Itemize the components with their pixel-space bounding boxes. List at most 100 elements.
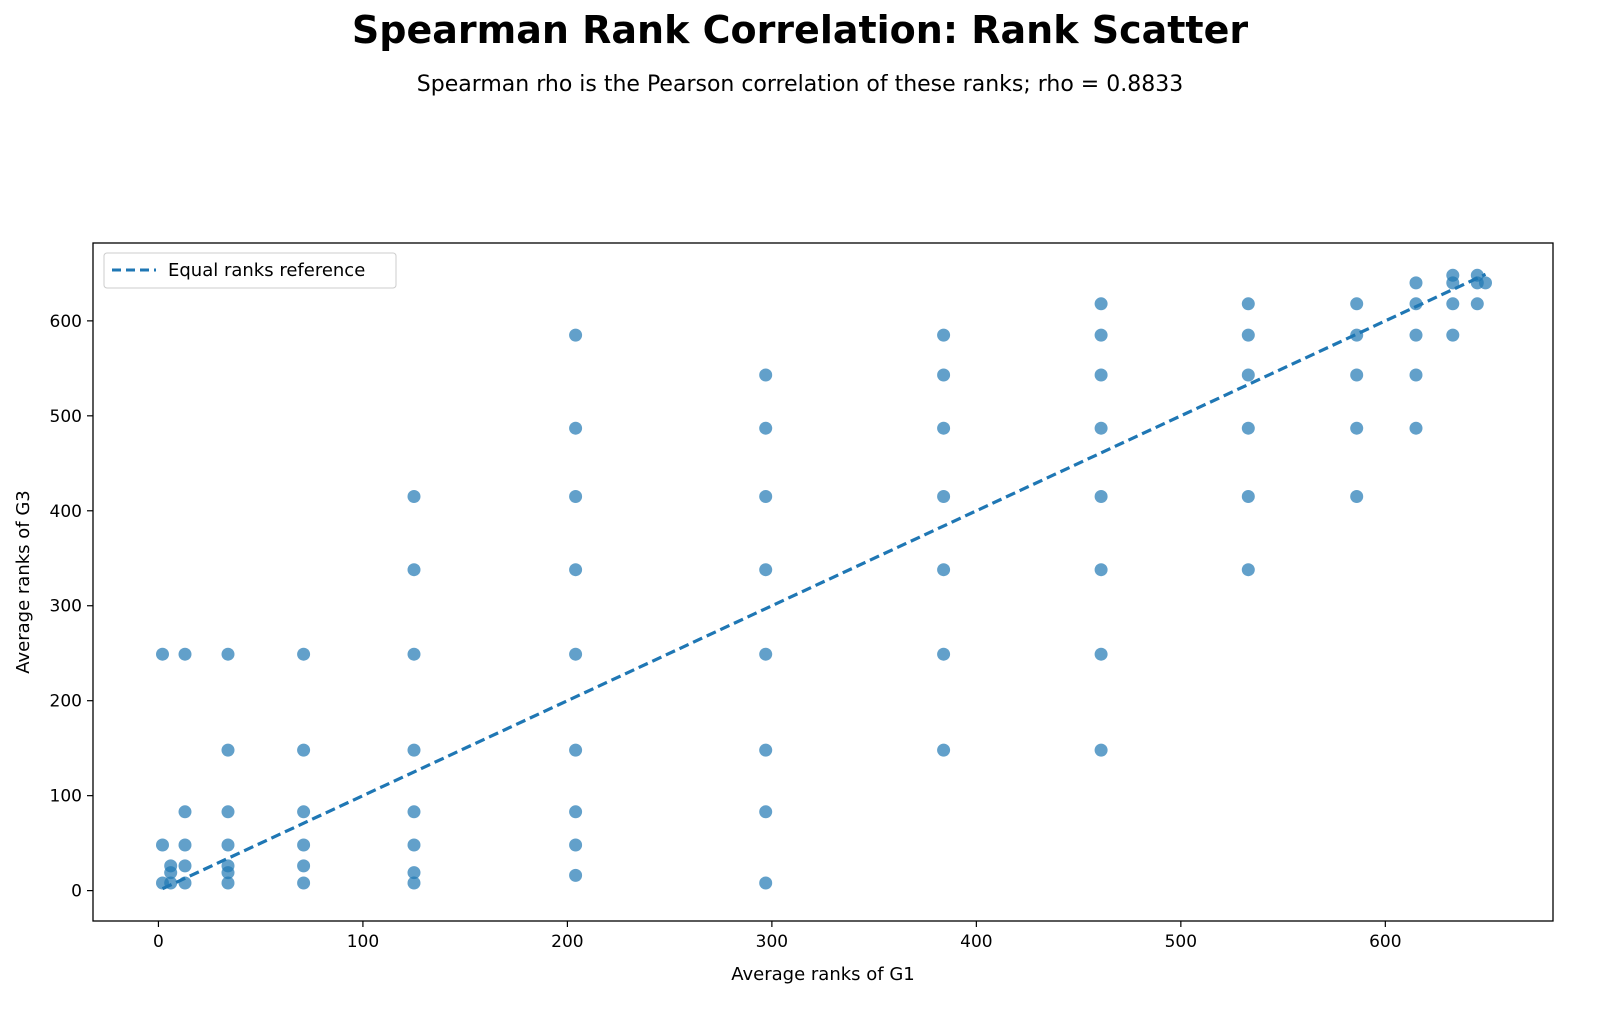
scatter-point	[1470, 297, 1484, 311]
scatter-point	[759, 563, 773, 577]
scatter-point	[1094, 563, 1108, 577]
scatter-point	[1446, 328, 1460, 342]
scatter-point	[937, 563, 951, 577]
scatter-point	[569, 838, 583, 852]
scatter-point	[569, 421, 583, 435]
scatter-point	[407, 563, 421, 577]
reference-line-layer	[161, 272, 1487, 891]
y-tick-label: 200	[50, 692, 82, 712]
scatter-point	[297, 838, 311, 852]
scatter-point	[937, 743, 951, 757]
scatter-point	[1409, 297, 1423, 311]
scatter-point	[221, 743, 235, 757]
scatter-point	[221, 838, 235, 852]
x-tick-label: 200	[551, 932, 583, 952]
points-layer	[156, 268, 1492, 890]
scatter-point	[407, 876, 421, 890]
scatter-point	[1094, 328, 1108, 342]
scatter-point	[759, 647, 773, 661]
scatter-point	[1094, 490, 1108, 503]
scatter-point	[759, 743, 773, 757]
scatter-point	[178, 805, 192, 819]
scatter-point	[569, 743, 583, 757]
plot-frame	[92, 242, 1554, 922]
x-tick-label: 600	[1369, 932, 1401, 952]
chart-title: Spearman Rank Correlation: Rank Scatter	[351, 8, 1249, 52]
y-tick-label: 600	[50, 312, 82, 332]
scatter-point	[937, 328, 951, 342]
scatter-point	[1241, 421, 1255, 435]
scatter-point	[1241, 563, 1255, 577]
scatter-point	[1241, 297, 1255, 311]
scatter-point	[1446, 297, 1460, 311]
x-tick-label: 100	[347, 932, 379, 952]
scatter-point	[297, 876, 311, 890]
legend-box	[103, 252, 397, 289]
scatter-point	[1409, 368, 1423, 382]
scatter-point	[569, 563, 583, 577]
scatter-point	[1409, 328, 1423, 342]
scatter-point	[407, 490, 421, 503]
scatter-point	[297, 859, 311, 873]
scatter-point	[759, 421, 773, 435]
scatter-point	[759, 876, 773, 890]
legend: Equal ranks reference	[103, 252, 397, 289]
scatter-point	[164, 859, 178, 873]
scatter-point	[178, 838, 192, 852]
scatter-point	[221, 876, 235, 890]
scatter-point	[407, 866, 421, 880]
scatter-point	[297, 805, 311, 819]
scatter-point	[759, 805, 773, 819]
scatter-point	[1409, 276, 1423, 290]
x-tick-label: 300	[756, 932, 788, 952]
scatter-point	[937, 368, 951, 382]
scatter-point	[407, 838, 421, 852]
scatter-point	[407, 805, 421, 819]
scatter-point	[407, 743, 421, 757]
y-axis-label: Average ranks of G3	[13, 490, 34, 673]
scatter-point	[569, 490, 583, 503]
x-axis-label: Average ranks of G1	[731, 964, 914, 985]
y-tick-label: 100	[50, 787, 82, 807]
scatter-point	[1094, 421, 1108, 435]
y-tick-label: 500	[50, 407, 82, 427]
scatter-point	[569, 805, 583, 819]
scatter-point	[407, 647, 421, 661]
scatter-point	[221, 647, 235, 661]
scatter-point	[221, 805, 235, 819]
scatter-point	[1241, 368, 1255, 382]
y-axis-ticks: 0 100 200 300 400 500 600	[50, 312, 93, 902]
scatter-point	[221, 866, 235, 880]
scatter-point	[297, 647, 311, 661]
scatter-point	[1409, 421, 1423, 435]
scatter-point	[1479, 276, 1492, 290]
scatter-point	[1094, 297, 1108, 311]
scatter-point	[937, 647, 951, 661]
scatter-point	[1350, 490, 1364, 503]
scatter-point	[178, 647, 192, 661]
scatter-point	[1241, 328, 1255, 342]
scatter-point	[1350, 368, 1364, 382]
x-tick-label: 500	[1165, 932, 1197, 952]
reference-line	[161, 272, 1487, 891]
scatter-point	[759, 490, 773, 503]
scatter-point	[1350, 297, 1364, 311]
scatter-point	[156, 647, 169, 661]
y-tick-label: 0	[71, 882, 82, 902]
scatter-point	[569, 868, 583, 882]
scatter-point	[937, 490, 951, 503]
y-tick-label: 300	[50, 597, 82, 617]
y-tick-label: 400	[50, 502, 82, 522]
scatter-point	[1094, 743, 1108, 757]
scatter-point	[759, 368, 773, 382]
scatter-point	[937, 421, 951, 435]
scatter-point	[1094, 368, 1108, 382]
x-axis-ticks: 0 100 200 300 400 500 600	[153, 921, 1402, 952]
scatter-point	[1241, 490, 1255, 503]
scatter-point	[1094, 647, 1108, 661]
scatter-point	[1446, 276, 1460, 290]
scatter-point	[297, 743, 311, 757]
scatter-point	[178, 859, 192, 873]
x-tick-label: 0	[153, 932, 164, 952]
